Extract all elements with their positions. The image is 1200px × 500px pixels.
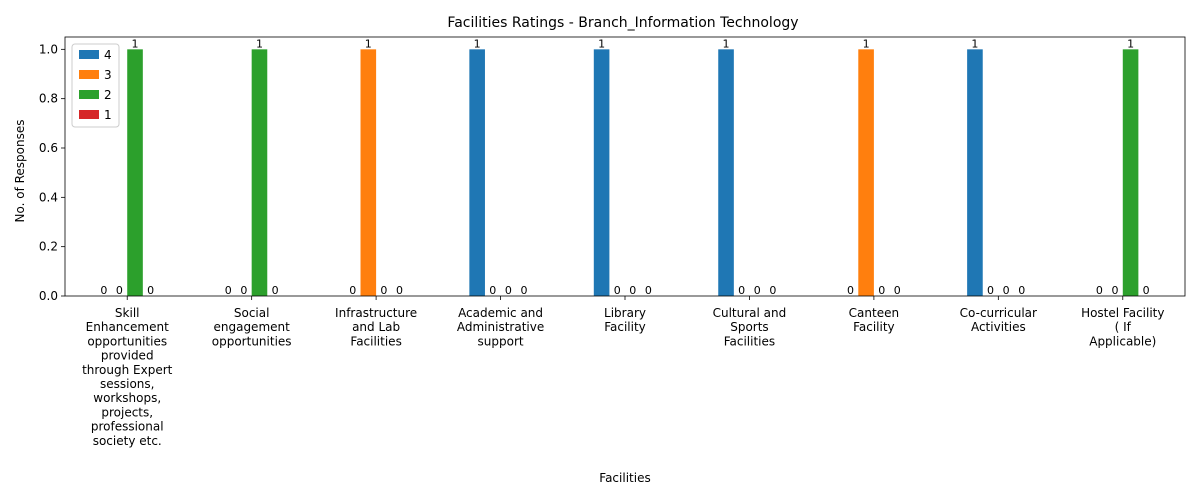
bar [251,49,268,297]
legend: 4 3 2 1 [71,43,120,128]
legend-label: 2 [104,88,112,102]
bar-value-label: 0 [754,284,761,297]
bar [967,49,983,297]
bar-value-label: 0 [894,284,901,297]
bar-value-label: 0 [1096,284,1103,297]
bar-value-label: 1 [863,37,870,50]
legend-swatch [79,70,99,79]
bar-value-label: 1 [365,37,372,50]
bar-value-label: 1 [256,37,263,50]
bar-value-label: 0 [738,284,745,297]
x-tick-label: Cultural and Sports Facilities [713,306,787,348]
bar-value-label: 0 [380,284,387,297]
bar [858,49,874,297]
bar [360,49,377,297]
bar-value-label: 1 [723,37,730,50]
x-tick-label: Canteen Facility [849,306,899,334]
bar-value-label: 1 [474,37,481,50]
legend-label: 1 [104,108,112,122]
x-tick-labels: Skill Enhancement opportunities provided thr… [82,296,1164,448]
y-axis-label: No. of Responses [13,119,27,222]
plot-frame [64,36,1186,297]
bar-value-label: 1 [598,37,605,50]
bar-value-label: 0 [225,284,232,297]
bar-value-label: 0 [1143,284,1150,297]
bar-value-label: 1 [971,37,978,50]
bar-value-label: 1 [1127,37,1134,50]
axes-layer [64,36,1186,297]
bar-value-label: 0 [489,284,496,297]
x-tick-label: Co-curricular Activities [960,306,1037,334]
bar-value-label: 0 [1111,284,1118,297]
bar [127,49,143,297]
legend-swatch [79,110,99,119]
bar-value-label: 0 [396,284,403,297]
bar-value-label: 0 [147,284,154,297]
bar-value-label: 0 [505,284,512,297]
bar-value-label: 1 [132,37,139,50]
bar-value-label: 0 [116,284,123,297]
y-tick-label: 0.4 [39,190,58,204]
bar [718,49,734,297]
bar-value-label: 0 [878,284,885,297]
chart-title: Facilities Ratings - Branch_Information … [447,15,798,31]
bar-value-label: 0 [614,284,621,297]
bar-value-label: 0 [520,284,527,297]
bar-value-label: 0 [100,284,107,297]
x-axis-label: Facilities [599,471,650,485]
bar-value-label: 0 [645,284,652,297]
x-tick-label: Infrastructure and Lab Facilities [335,306,417,348]
x-tick-label: Academic and Administrative support [457,306,544,348]
x-tick-label: Social engagement opportunities [212,306,292,348]
bar-value-label: 0 [240,284,247,297]
bar-value-label: 0 [349,284,356,297]
bar-value-label: 0 [629,284,636,297]
y-tick-label: 1.0 [39,42,58,56]
bar-value-label: 0 [272,284,279,297]
legend-swatch [79,50,99,59]
x-tick-label: Hostel Facility( If Applicable) [1081,306,1164,348]
x-tick-label: Library Facility [604,306,646,334]
y-tick-label: 0.6 [39,141,58,155]
legend-swatch [79,90,99,99]
y-tick-labels: 0.0 0.2 0.4 0.6 0.8 1.0 [39,42,65,303]
y-tick-label: 0.8 [39,92,58,106]
x-tick-label: Skill Enhancement opportunities provided thr… [82,306,173,448]
bar-value-label: 0 [1003,284,1010,297]
bar [1122,49,1139,297]
bar [593,49,610,297]
legend-label: 3 [104,68,112,82]
legend-label: 4 [104,48,112,62]
bar-value-label: 0 [987,284,994,297]
bar [469,49,485,297]
y-tick-label: 0.0 [39,289,58,303]
y-tick-label: 0.2 [39,240,58,254]
bar-value-label: 0 [769,284,776,297]
bar-value-label: 0 [847,284,854,297]
bars-layer [127,49,1139,297]
legend-box [71,43,120,128]
bar-value-label: 0 [1018,284,1025,297]
